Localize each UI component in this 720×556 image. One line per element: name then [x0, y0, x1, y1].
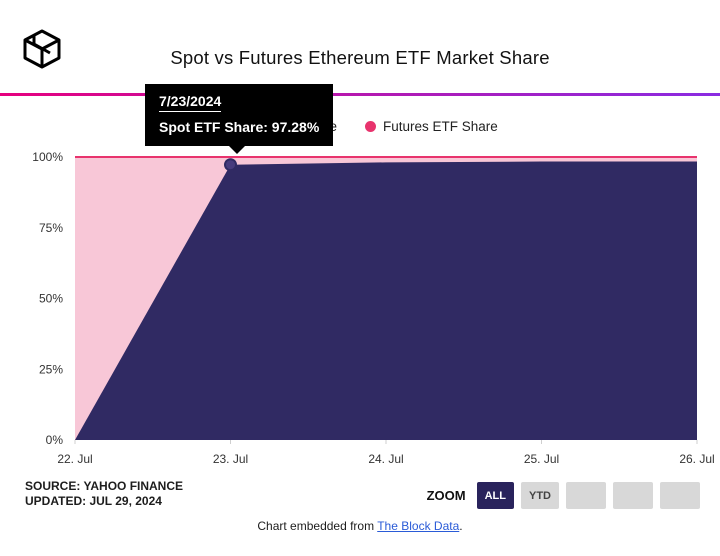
- brand-divider: [0, 93, 720, 96]
- futures-series-label: Futures ETF Share: [383, 119, 498, 134]
- zoom-button-3[interactable]: [566, 482, 606, 509]
- source-line: SOURCE: YAHOO FINANCE: [25, 479, 184, 493]
- zoom-button-4[interactable]: [613, 482, 653, 509]
- cube-logo-icon: [23, 29, 61, 69]
- y-axis-label: 100%: [32, 150, 63, 164]
- embed-attribution: Chart embedded from The Block Data.: [0, 519, 720, 533]
- tooltip-date: 7/23/2024: [159, 94, 222, 112]
- embed-suffix: .: [459, 519, 463, 533]
- spot-area: [75, 161, 697, 440]
- chart-tooltip: 7/23/2024 Spot ETF Share: 97.28%: [145, 84, 334, 154]
- tooltip-value: Spot ETF Share: 97.28%: [159, 119, 320, 135]
- zoom-controls: ZOOM ALL YTD: [427, 482, 700, 509]
- zoom-button-5[interactable]: [660, 482, 700, 509]
- embed-link[interactable]: The Block Data: [377, 519, 460, 533]
- embed-prefix: Chart embedded from: [257, 519, 378, 533]
- futures-series-dot-icon: [365, 121, 376, 132]
- x-axis-label: 24. Jul: [368, 452, 403, 466]
- zoom-all-button[interactable]: ALL: [476, 482, 514, 509]
- x-axis-label: 26. Jul: [679, 452, 714, 466]
- y-axis-label: 50%: [39, 292, 63, 306]
- the-block-logo: [18, 26, 66, 74]
- x-axis-label: 22. Jul: [57, 452, 92, 466]
- legend-item-futures[interactable]: Futures ETF Share: [365, 119, 498, 134]
- x-axis-label: 25. Jul: [524, 452, 559, 466]
- x-axis-label: 23. Jul: [213, 452, 248, 466]
- y-axis-label: 75%: [39, 221, 63, 235]
- hover-marker: [224, 158, 237, 172]
- zoom-ytd-button[interactable]: YTD: [521, 482, 559, 509]
- updated-line: UPDATED: JUL 29, 2024: [25, 494, 162, 508]
- page-title: Spot vs Futures Ethereum ETF Market Shar…: [170, 47, 550, 68]
- area-chart[interactable]: 100% 75% 50% 25% 0% 22. Jul 23. Jul 24. Jul 25. …: [0, 147, 720, 479]
- y-axis-label: 0%: [46, 433, 64, 447]
- source-attribution: SOURCE: YAHOO FINANCE UPDATED: JUL 29, 2…: [25, 479, 183, 509]
- legend: Spot ETF Share Futures ETF Share: [0, 119, 720, 134]
- y-axis-label: 25%: [39, 362, 63, 376]
- zoom-label: ZOOM: [426, 488, 466, 503]
